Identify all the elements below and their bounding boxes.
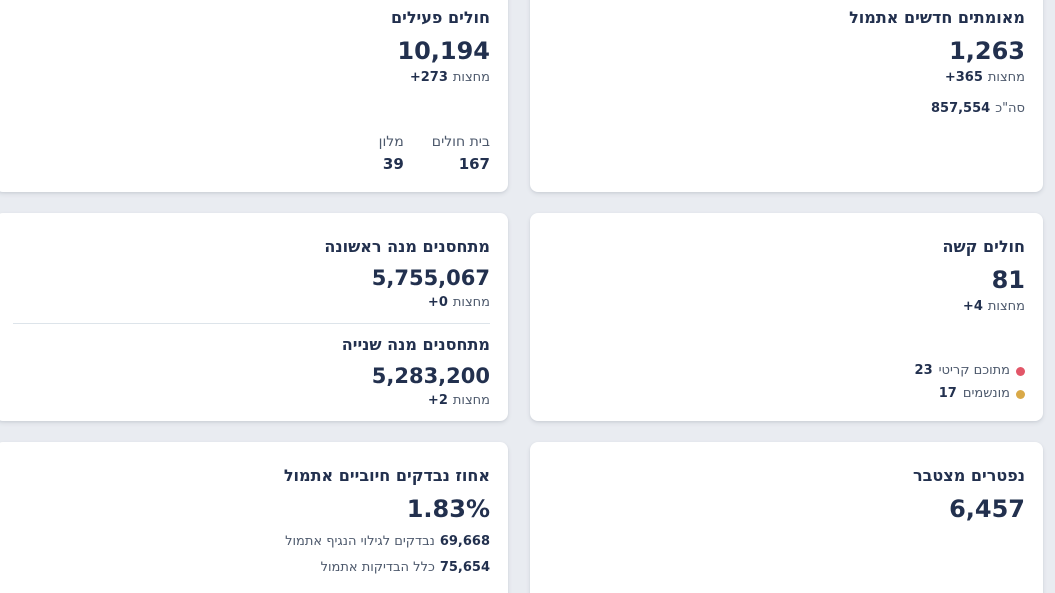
change-label: מחצות	[987, 69, 1025, 85]
first-dose-value: 5,755,067	[371, 265, 490, 290]
positive-rate-value: 1.83%	[406, 494, 490, 523]
change-label: מחצות	[452, 69, 490, 85]
card-title: מתחסנים מנה שנייה	[341, 334, 490, 354]
change-value: +0	[427, 295, 448, 311]
change-value: +273	[409, 69, 448, 85]
change-label: מחצות	[452, 295, 490, 311]
card-title: חולים פעילים	[390, 8, 490, 27]
breakdown-label: בית חולים	[431, 134, 490, 151]
card-serious-patients[interactable]: חולים קשה 81 מחצות +4 מתוכם קריטי 23 מונ…	[530, 213, 1043, 421]
serious-legend: מתוכם קריטי 23 מונשמים 17	[548, 363, 1025, 403]
ventilated-dot-icon	[1016, 390, 1025, 400]
legend-value: 23	[914, 363, 933, 379]
change-value: +2	[427, 393, 448, 409]
second-dose-value: 5,283,200	[371, 363, 490, 388]
change-since-midnight: מחצות +0	[13, 295, 490, 312]
change-value: +4	[962, 298, 983, 314]
change-since-midnight: מחצות +273	[13, 70, 490, 87]
hospitalization-breakdown: בית חולים 167 מלון 39	[13, 133, 490, 174]
breakdown-value: 167	[458, 154, 490, 173]
legend-label: מתוכם קריטי	[938, 363, 1010, 379]
total-label: סה"כ	[995, 100, 1025, 116]
change-since-midnight: מחצות +365	[548, 70, 1025, 87]
card-title: מתחסנים מנה ראשונה	[324, 237, 490, 256]
card-active-patients[interactable]: חולים פעילים 10,194 מחצות +273 בית חולים…	[0, 0, 508, 192]
legend-critical: מתוכם קריטי 23	[548, 363, 1025, 380]
first-dose-section: מתחסנים מנה ראשונה 5,755,067 מחצות +0	[13, 237, 490, 312]
card-vaccinated[interactable]: מתחסנים מנה ראשונה 5,755,067 מחצות +0 מת…	[0, 213, 508, 421]
cumulative-total: סה"כ 857,554	[548, 101, 1025, 118]
change-since-midnight: מחצות +4	[548, 299, 1025, 316]
breakdown-value: 39	[382, 154, 404, 173]
card-title: חולים קשה	[942, 237, 1026, 256]
change-since-midnight: מחצות +2	[13, 393, 490, 410]
section-divider	[13, 322, 490, 324]
serious-patients-value: 81	[991, 265, 1025, 294]
new-confirmed-value: 1,263	[949, 36, 1025, 65]
second-dose-section: מתחסנים מנה שנייה 5,283,200 מחצות +2	[13, 335, 490, 410]
active-patients-value: 10,194	[397, 36, 490, 65]
card-title: מאומתים חדשים אתמול	[849, 8, 1025, 27]
card-deaths[interactable]: נפטרים מצטבר 6,457	[530, 442, 1043, 593]
deaths-value: 6,457	[949, 494, 1025, 523]
card-positive-rate[interactable]: אחוז נבדקים חיוביים אתמול 1.83% 69,668 נ…	[0, 442, 508, 593]
stat-label: נבדקים לגילוי הנגיף אתמול	[285, 533, 435, 549]
stat-value: 69,668	[439, 533, 490, 549]
card-new-confirmed[interactable]: מאומתים חדשים אתמול 1,263 מחצות +365 סה"…	[530, 0, 1043, 192]
stat-label: כלל הבדיקות אתמול	[320, 559, 435, 575]
total-tests: 75,654 כלל הבדיקות אתמול	[13, 560, 490, 577]
card-title: נפטרים מצטבר	[913, 466, 1025, 485]
breakdown-hotel: מלון 39	[379, 133, 404, 174]
change-label: מחצות	[987, 298, 1025, 314]
legend-value: 17	[938, 386, 957, 402]
critical-dot-icon	[1016, 367, 1025, 377]
change-label: מחצות	[452, 393, 490, 409]
stat-value: 75,654	[439, 559, 490, 575]
breakdown-hospital: בית חולים 167	[432, 133, 490, 174]
total-value: 857,554	[930, 100, 991, 116]
tests-for-detection: 69,668 נבדקים לגילוי הנגיף אתמול	[13, 534, 490, 551]
card-title: אחוז נבדקים חיוביים אתמול	[283, 466, 490, 485]
legend-ventilated: מונשמים 17	[548, 386, 1025, 403]
breakdown-label: מלון	[378, 134, 404, 151]
change-value: +365	[944, 69, 983, 85]
legend-label: מונשמים	[962, 386, 1010, 402]
